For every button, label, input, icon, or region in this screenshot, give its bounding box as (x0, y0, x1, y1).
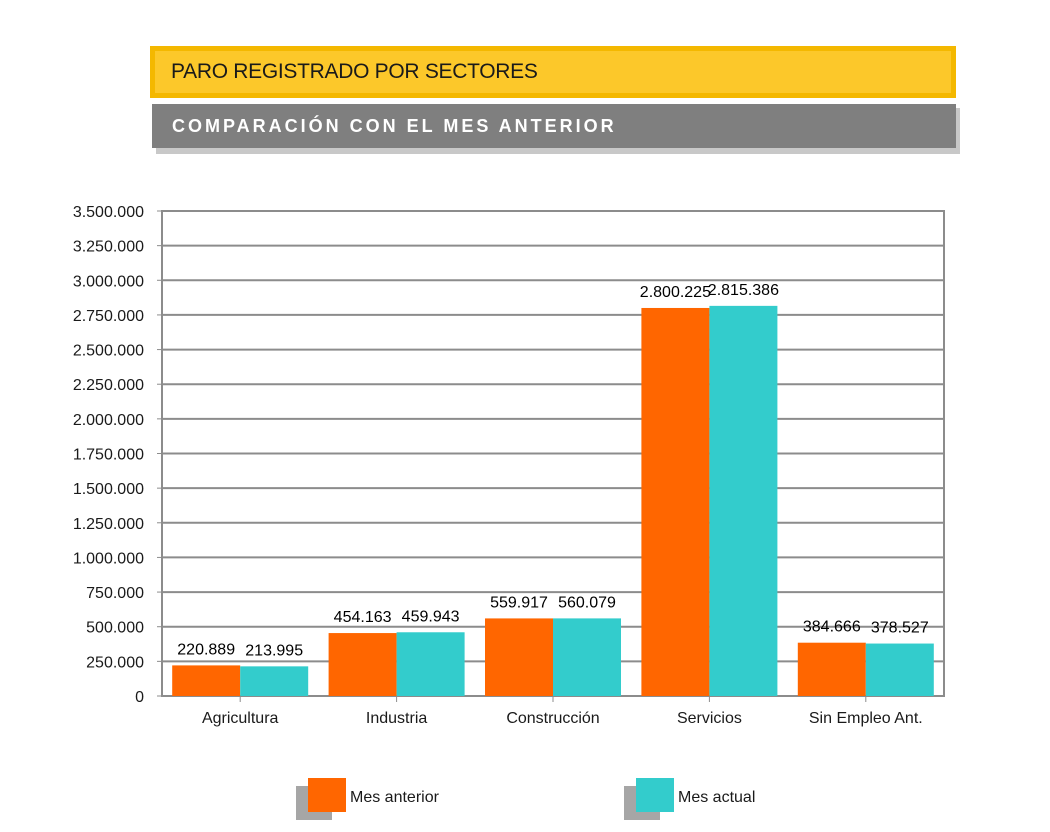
y-tick-label: 500.000 (86, 620, 144, 637)
y-tick-label: 3.250.000 (73, 239, 144, 256)
data-label: 2.800.225 (640, 284, 711, 301)
data-label: 559.917 (490, 594, 548, 611)
y-tick-label: 2.250.000 (73, 377, 144, 394)
legend-swatch (636, 778, 674, 812)
y-tick-label: 2.000.000 (73, 412, 144, 429)
bar-mes-anterior (485, 618, 553, 696)
y-tick-label: 0 (135, 689, 144, 706)
bar-mes-actual (240, 666, 309, 696)
bar-mes-actual (396, 632, 465, 696)
title-banner: PARO REGISTRADO POR SECTORES (150, 46, 956, 98)
y-tick-label: 3.000.000 (73, 273, 144, 290)
chart-subtitle: COMPARACIÓN CON EL MES ANTERIOR (152, 104, 956, 148)
y-tick-label: 2.500.000 (73, 343, 144, 360)
data-label: 378.527 (871, 620, 929, 637)
legend: Mes anterior Mes actual (296, 778, 755, 820)
legend-label: Mes actual (678, 789, 755, 806)
legend-swatch (308, 778, 346, 812)
x-tick-label: Servicios (677, 710, 742, 727)
data-label: 560.079 (558, 594, 616, 611)
y-tick-label: 1.750.000 (73, 447, 144, 464)
y-tick-label: 3.500.000 (73, 204, 144, 221)
y-tick-label: 1.000.000 (73, 550, 144, 567)
y-tick-label: 250.000 (86, 654, 144, 671)
x-axis-ticks: Agricultura Industria Construcción Servicio… (202, 710, 923, 727)
x-tick-label: Sin Empleo Ant. (809, 710, 923, 727)
y-tick-label: 1.500.000 (73, 481, 144, 498)
data-label: 384.666 (803, 619, 861, 636)
data-label: 213.995 (245, 642, 303, 659)
x-tick-label: Construcción (506, 710, 599, 727)
bar-mes-anterior (797, 642, 866, 696)
bars (172, 305, 934, 696)
data-label: 220.889 (177, 641, 235, 658)
bar-mes-anterior (641, 307, 710, 696)
bar-mes-actual (865, 643, 934, 696)
y-tick-label: 750.000 (86, 585, 144, 602)
data-label: 454.163 (334, 609, 392, 626)
y-axis-ticks: 0 250.000 500.000 750.000 1.000.000 1.250.000… (73, 204, 144, 706)
data-labels: 220.889 213.995 454.163 459.943 559.917 560.0… (177, 282, 929, 659)
y-tick-label: 2.750.000 (73, 308, 144, 325)
data-label: 459.943 (402, 608, 460, 625)
legend-label: Mes anterior (350, 789, 440, 806)
chart-title: PARO REGISTRADO POR SECTORES (155, 51, 951, 93)
bar-mes-actual (709, 305, 778, 696)
bar-mes-anterior (172, 665, 241, 696)
x-tick-label: Industria (366, 710, 427, 727)
grid-lines (157, 210, 945, 702)
bar-mes-actual (553, 618, 621, 696)
x-tick-label: Agricultura (202, 710, 279, 727)
bar-mes-anterior (328, 633, 397, 696)
data-label: 2.815.386 (708, 282, 779, 299)
y-tick-label: 1.250.000 (73, 516, 144, 533)
